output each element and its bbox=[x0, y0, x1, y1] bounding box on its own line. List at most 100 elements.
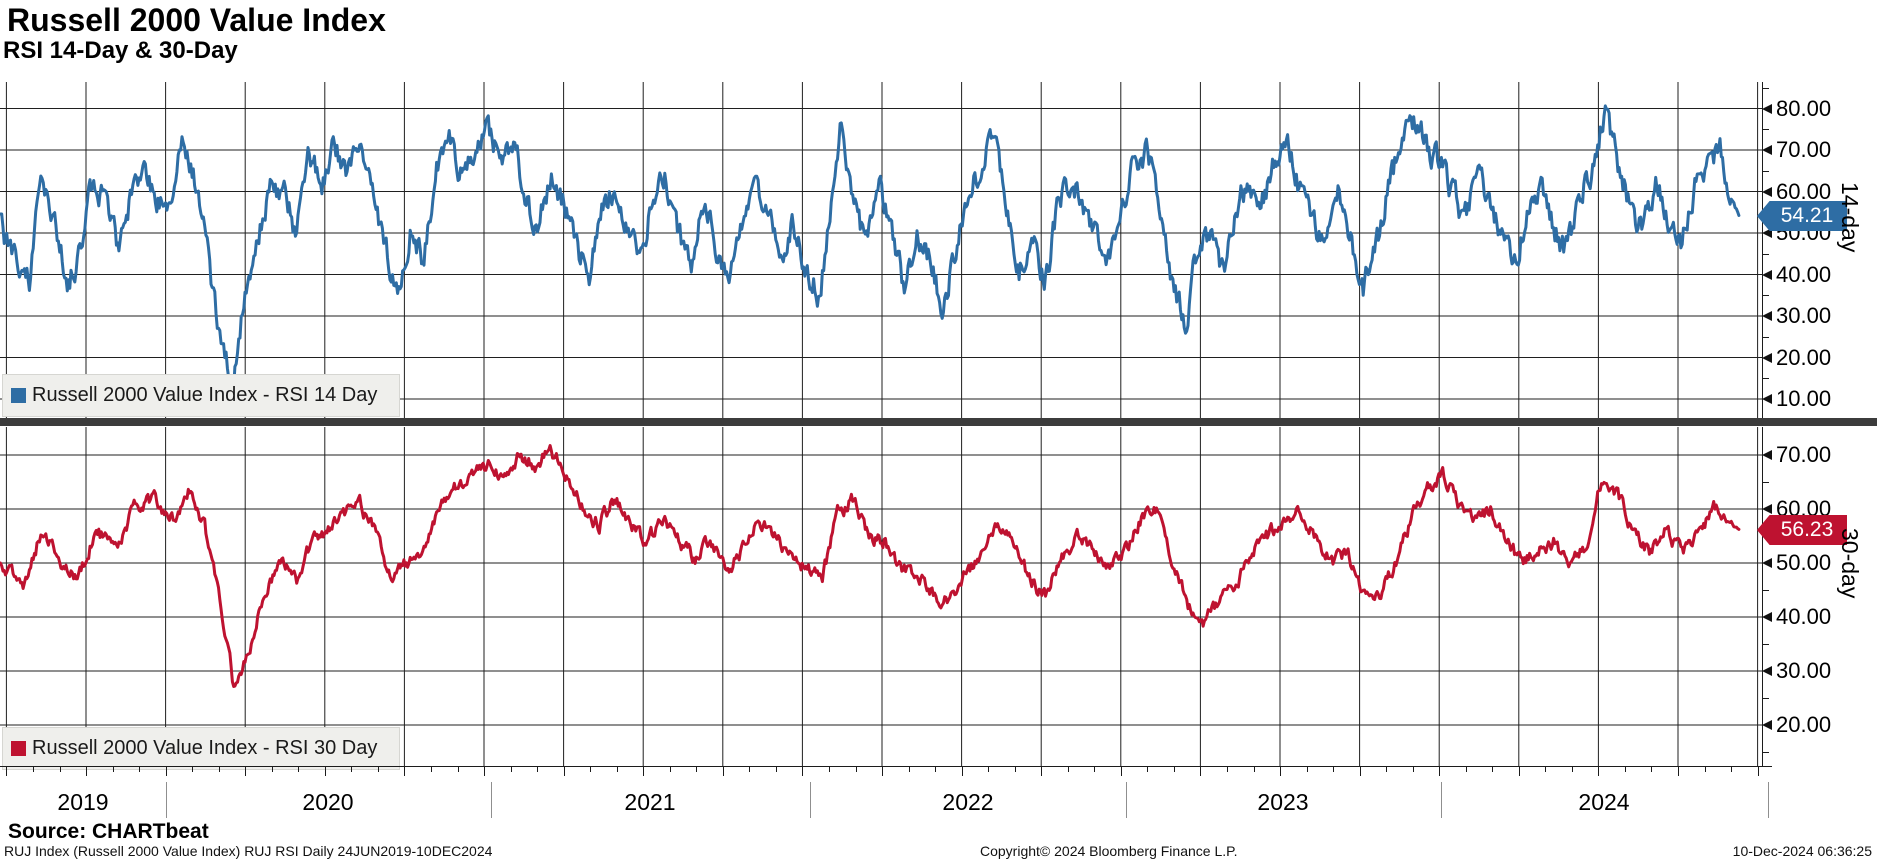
xaxis-tick bbox=[882, 767, 883, 776]
xaxis-tick bbox=[351, 767, 353, 772]
xaxis-tick bbox=[1014, 767, 1016, 772]
legend-label: Russell 2000 Value Index - RSI 30 Day bbox=[32, 737, 378, 759]
xaxis-tick bbox=[1731, 767, 1732, 772]
xaxis-tick bbox=[669, 767, 671, 772]
yaxis-tick-label: 80.00 bbox=[1776, 95, 1832, 121]
yaxis-tick-label: 60.00 bbox=[1776, 178, 1832, 204]
xaxis-tick bbox=[643, 767, 645, 776]
xaxis-year-separator bbox=[166, 782, 167, 818]
xaxis-tick bbox=[1147, 767, 1149, 772]
xaxis-tick bbox=[165, 767, 167, 776]
yaxis-minor-tick bbox=[1762, 170, 1769, 172]
xaxis-year-separator bbox=[1441, 782, 1442, 818]
xaxis-tick bbox=[1545, 767, 1547, 772]
last-value-text: 54.21 bbox=[1780, 204, 1834, 227]
xaxis-tick bbox=[616, 767, 618, 772]
yaxis-tick-arrow-icon bbox=[1762, 720, 1772, 730]
rsi-30day-panel-plot bbox=[0, 427, 1762, 766]
xaxis-tick bbox=[775, 767, 777, 772]
xaxis-year-separator bbox=[491, 782, 492, 818]
yaxis-minor-tick bbox=[1762, 295, 1769, 297]
xaxis-tick bbox=[563, 767, 565, 776]
yaxis-minor-tick bbox=[1762, 336, 1769, 338]
page-title: Russell 2000 Value Index bbox=[7, 2, 386, 38]
yaxis-tick-label: 20.00 bbox=[1776, 344, 1832, 370]
yaxis-tick-label: 20.00 bbox=[1776, 712, 1832, 737]
yaxis-minor-tick bbox=[1762, 644, 1769, 645]
yaxis-minor-tick bbox=[1762, 698, 1769, 699]
legend-label: Russell 2000 Value Index - RSI 14 Day bbox=[32, 384, 378, 406]
xaxis-tick bbox=[696, 767, 698, 772]
yaxis-tick-label: 30.00 bbox=[1776, 658, 1832, 683]
xaxis-tick bbox=[1306, 767, 1308, 772]
xaxis-year-separator bbox=[810, 782, 811, 818]
xaxis-tick bbox=[324, 767, 326, 776]
xaxis-tick bbox=[935, 767, 937, 772]
xaxis-tick bbox=[749, 767, 751, 772]
xaxis-tick bbox=[1651, 767, 1653, 772]
xaxis-tick bbox=[1333, 767, 1334, 772]
xaxis-line bbox=[0, 766, 1772, 767]
xaxis-tick bbox=[961, 767, 963, 776]
xaxis-tick bbox=[537, 767, 539, 772]
xaxis-tick bbox=[1598, 767, 1600, 776]
xaxis-tick bbox=[59, 767, 61, 772]
legend-rsi-14day[interactable]: Russell 2000 Value Index - RSI 14 Day bbox=[2, 374, 400, 417]
xaxis-tick bbox=[802, 767, 804, 776]
xaxis-year-separator bbox=[1126, 782, 1127, 818]
panel-splitter-bar bbox=[0, 418, 1877, 426]
legend-swatch-red-icon bbox=[11, 741, 26, 756]
xaxis-year-2022: 2022 bbox=[942, 789, 994, 815]
xaxis-tick bbox=[404, 767, 406, 776]
yaxis-minor-tick bbox=[1762, 378, 1769, 380]
rsi-line-series-rsi14 bbox=[0, 104, 1741, 394]
footer-copyright: Copyright© 2024 Bloomberg Finance L.P. bbox=[980, 843, 1238, 859]
yaxis-line-top bbox=[1762, 82, 1763, 418]
yaxis-tick-arrow-icon bbox=[1762, 666, 1772, 676]
xaxis-tick bbox=[988, 767, 990, 772]
xaxis-year-separator bbox=[1768, 782, 1769, 818]
xaxis-year-2021: 2021 bbox=[624, 789, 676, 815]
rsi-line-series-rsi30 bbox=[0, 444, 1741, 688]
xaxis-tick bbox=[139, 767, 141, 772]
yaxis-tick-arrow-icon bbox=[1762, 186, 1772, 197]
footer-timestamp: 10-Dec-2024 06:36:25 bbox=[1732, 843, 1872, 859]
yaxis-tick-arrow-icon bbox=[1762, 612, 1772, 622]
yaxis-tick-arrow-icon bbox=[1762, 311, 1772, 321]
chart-subtitle: RSI 14-Day & 30-Day bbox=[3, 37, 238, 64]
xaxis-tick bbox=[908, 767, 910, 772]
yaxis-tick-arrow-icon bbox=[1762, 558, 1772, 568]
yaxis-minor-tick bbox=[1762, 752, 1769, 753]
last-value-badge-rsi30: 56.23 bbox=[1757, 515, 1847, 545]
xaxis-tick bbox=[1173, 767, 1175, 772]
yaxis-tick-arrow-icon bbox=[1762, 352, 1772, 363]
yaxis-minor-tick bbox=[1762, 590, 1769, 591]
xaxis-tick bbox=[6, 767, 8, 776]
footer-ticker-line: RUJ Index (Russell 2000 Value Index) RUJ… bbox=[4, 843, 493, 859]
yaxis-tick-label: 70.00 bbox=[1776, 137, 1832, 162]
xaxis-tick bbox=[1253, 767, 1255, 772]
xaxis-tick bbox=[1571, 767, 1573, 772]
xaxis-tick bbox=[1226, 767, 1228, 772]
legend-rsi-30day[interactable]: Russell 2000 Value Index - RSI 30 Day bbox=[2, 727, 400, 770]
xaxis-tick bbox=[1200, 767, 1202, 776]
yaxis-tick-arrow-icon bbox=[1762, 145, 1772, 155]
yaxis-minor-tick bbox=[1762, 253, 1769, 255]
yaxis-tick-label: 10.00 bbox=[1776, 386, 1832, 411]
xaxis-tick bbox=[722, 767, 724, 776]
xaxis-tick bbox=[457, 767, 459, 772]
xaxis-tick bbox=[245, 767, 247, 776]
xaxis-tick bbox=[1439, 767, 1441, 776]
xaxis-tick bbox=[855, 767, 857, 772]
xaxis-tick bbox=[298, 767, 300, 772]
yaxis-tick-label: 40.00 bbox=[1776, 261, 1832, 287]
xaxis-tick bbox=[1067, 767, 1069, 772]
yaxis-tick-label: 30.00 bbox=[1776, 303, 1832, 328]
xaxis-tick bbox=[271, 767, 273, 772]
yaxis-tick-label: 50.00 bbox=[1776, 550, 1832, 575]
xaxis-tick bbox=[1120, 767, 1122, 776]
xaxis-tick bbox=[1041, 767, 1043, 776]
last-value-badge-rsi14: 54.21 bbox=[1757, 201, 1847, 231]
yaxis-tick-arrow-icon bbox=[1762, 504, 1772, 514]
